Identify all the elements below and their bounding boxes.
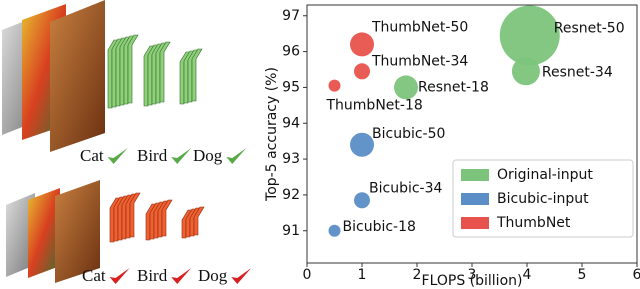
legend-label: ThumbNet <box>496 215 571 231</box>
x-axis-label: FLOPS (billion) <box>422 273 523 289</box>
cnn-layer <box>161 199 173 237</box>
x-tick-label: 5 <box>578 267 587 283</box>
check-mark <box>171 268 192 284</box>
point-label: ThumbNet-18 <box>326 98 423 114</box>
class-label: Dog <box>198 266 228 285</box>
x-tick-label: 2 <box>413 267 422 283</box>
cnn-layer <box>127 34 139 104</box>
point-label: ThumbNet-34 <box>371 53 468 69</box>
y-tick-label: 91 <box>282 223 300 239</box>
x-tick-label: 6 <box>633 267 640 283</box>
bubble <box>511 57 540 86</box>
legend-swatch <box>461 193 489 205</box>
point-label: ThumbNet-50 <box>371 19 468 35</box>
bubble <box>350 132 374 157</box>
y-axis-label: Top-5 accuracy (%) <box>264 67 280 202</box>
check-mark <box>171 148 192 164</box>
cnn-layer <box>193 206 205 236</box>
y-tick-label: 97 <box>282 8 300 24</box>
class-label: Cat <box>82 266 106 285</box>
bubble <box>328 224 341 237</box>
cnn-layer <box>129 192 141 238</box>
bubble <box>354 63 370 80</box>
class-label: Bird <box>137 266 168 285</box>
point-label: Bicubic-18 <box>343 219 416 235</box>
point-label: Resnet-34 <box>542 64 613 80</box>
check-mark <box>226 148 247 164</box>
class-label: Dog <box>193 146 223 165</box>
x-tick-label: 1 <box>358 267 367 283</box>
legend-label: Original-input <box>497 167 593 183</box>
point-label: Resnet-18 <box>418 79 489 95</box>
check-mark <box>231 268 252 284</box>
check-mark <box>109 268 130 284</box>
illustration <box>2 0 205 283</box>
class-label: Cat <box>80 146 104 165</box>
bubble <box>394 75 418 100</box>
legend-swatch <box>461 217 489 229</box>
point-label: Bicubic-34 <box>369 180 442 196</box>
y-tick-label: 94 <box>282 115 300 131</box>
cnn-layer <box>159 41 171 103</box>
legend-swatch <box>461 169 489 181</box>
legend-box <box>452 159 634 238</box>
x-tick-label: 4 <box>523 267 532 283</box>
y-tick-label: 92 <box>282 187 300 203</box>
x-tick-label: 0 <box>303 267 312 283</box>
y-tick-label: 95 <box>282 79 300 95</box>
bubble <box>350 32 374 57</box>
y-tick-label: 96 <box>282 44 300 60</box>
check-mark <box>107 148 128 164</box>
class-label: Bird <box>137 146 168 165</box>
bubble <box>499 5 560 66</box>
x-tick-label: 3 <box>468 267 477 283</box>
point-label: Resnet-50 <box>554 20 625 36</box>
legend-label: Bicubic-input <box>497 191 589 207</box>
cnn-layer <box>191 48 203 102</box>
y-tick-label: 93 <box>282 151 300 167</box>
point-label: Bicubic-50 <box>372 126 445 142</box>
bubble <box>354 192 370 209</box>
bubble <box>328 79 341 92</box>
